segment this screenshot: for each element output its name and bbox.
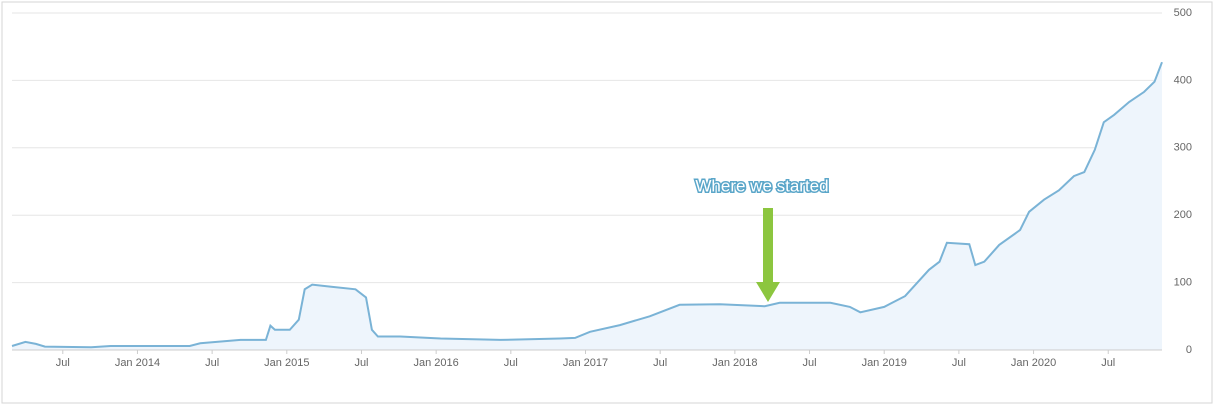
x-tick-label: Jan 2018 (712, 357, 757, 369)
x-tick-label: Jan 2017 (563, 357, 608, 369)
x-tick-label: Jan 2019 (862, 357, 907, 369)
x-tick-label: Jul (1101, 357, 1115, 369)
y-tick-label: 400 (1174, 74, 1192, 86)
x-tick-label: Jan 2016 (414, 357, 459, 369)
x-tick-label: Jul (803, 357, 817, 369)
x-tick-label: Jan 2015 (264, 357, 309, 369)
y-tick-label: 0 (1186, 344, 1192, 356)
y-tick-label: 200 (1174, 209, 1192, 221)
x-tick-label: Jan 2020 (1011, 357, 1056, 369)
y-tick-label: 300 (1174, 142, 1192, 154)
x-tick-label: Jul (504, 357, 518, 369)
y-tick-label: 500 (1174, 7, 1192, 19)
x-tick-label: Jul (56, 357, 70, 369)
x-tick-label: Jan 2014 (115, 357, 160, 369)
plot (11, 61, 1163, 350)
line (11, 61, 1163, 349)
x-tick-label: Jul (952, 357, 966, 369)
x-tick-label: Jul (653, 357, 667, 369)
annotation-arrow (756, 208, 780, 302)
annotation: Where we started (695, 176, 828, 195)
x-tick-label: Jul (205, 357, 219, 369)
y-tick-label: 100 (1174, 277, 1192, 289)
area (12, 62, 1162, 350)
x-tick-label: Jul (354, 357, 368, 369)
axes: 0 100 200 300 400 500 Jul Jan 2014 Jul Jan 2015 Ju… (12, 7, 1192, 369)
